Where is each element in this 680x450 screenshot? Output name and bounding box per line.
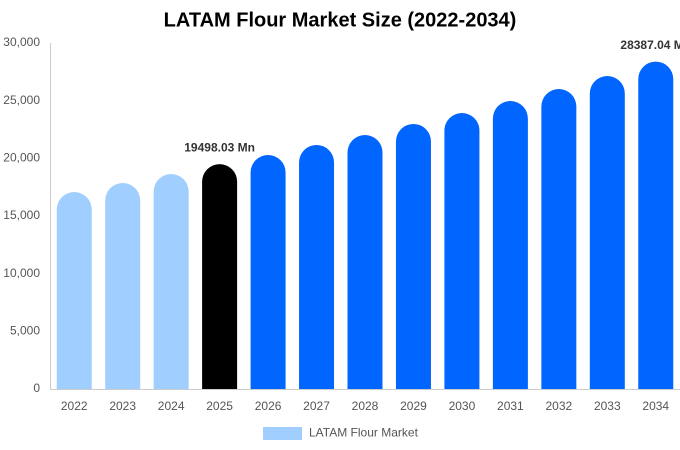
- x-tick-label: 2029: [400, 399, 427, 413]
- bar: [395, 123, 431, 390]
- y-tick-label: 0: [33, 381, 40, 395]
- data-label: 28387.04 Mn: [620, 38, 680, 52]
- x-tick-label: 2025: [206, 399, 233, 413]
- x-tick-label: 2034: [642, 399, 669, 413]
- y-tick-label: 25,000: [3, 93, 40, 107]
- x-tick-label: 2032: [545, 399, 572, 413]
- x-tick-label: 2023: [109, 399, 136, 413]
- bar: [638, 61, 674, 389]
- legend-label: LATAM Flour Market: [309, 426, 419, 440]
- x-tick-label: 2030: [449, 399, 476, 413]
- x-tick-label: 2026: [255, 399, 282, 413]
- bar: [56, 192, 92, 389]
- bar: [299, 144, 335, 389]
- x-tick-label: 2031: [497, 399, 524, 413]
- y-tick-label: 15,000: [3, 208, 40, 222]
- bar: [347, 135, 383, 389]
- y-tick-label: 30,000: [3, 35, 40, 49]
- x-tick-label: 2024: [158, 399, 185, 413]
- data-label: 19498.03 Mn: [184, 140, 255, 154]
- y-tick-label: 5,000: [10, 324, 40, 338]
- bar: [492, 101, 528, 389]
- legend-swatch: [263, 427, 302, 440]
- bar: [202, 164, 238, 389]
- x-tick-label: 2027: [303, 399, 330, 413]
- x-tick-label: 2028: [352, 399, 379, 413]
- y-tick-label: 20,000: [3, 151, 40, 165]
- chart-title: LATAM Flour Market Size (2022-2034): [164, 9, 517, 31]
- bar: [589, 75, 625, 389]
- y-tick-label: 10,000: [3, 266, 40, 280]
- x-tick-label: 2033: [594, 399, 621, 413]
- x-tick-label: 2022: [61, 399, 88, 413]
- bar: [541, 89, 577, 389]
- bar: [153, 174, 189, 389]
- bar: [444, 113, 480, 390]
- bar: [250, 155, 286, 389]
- bar: [105, 183, 141, 389]
